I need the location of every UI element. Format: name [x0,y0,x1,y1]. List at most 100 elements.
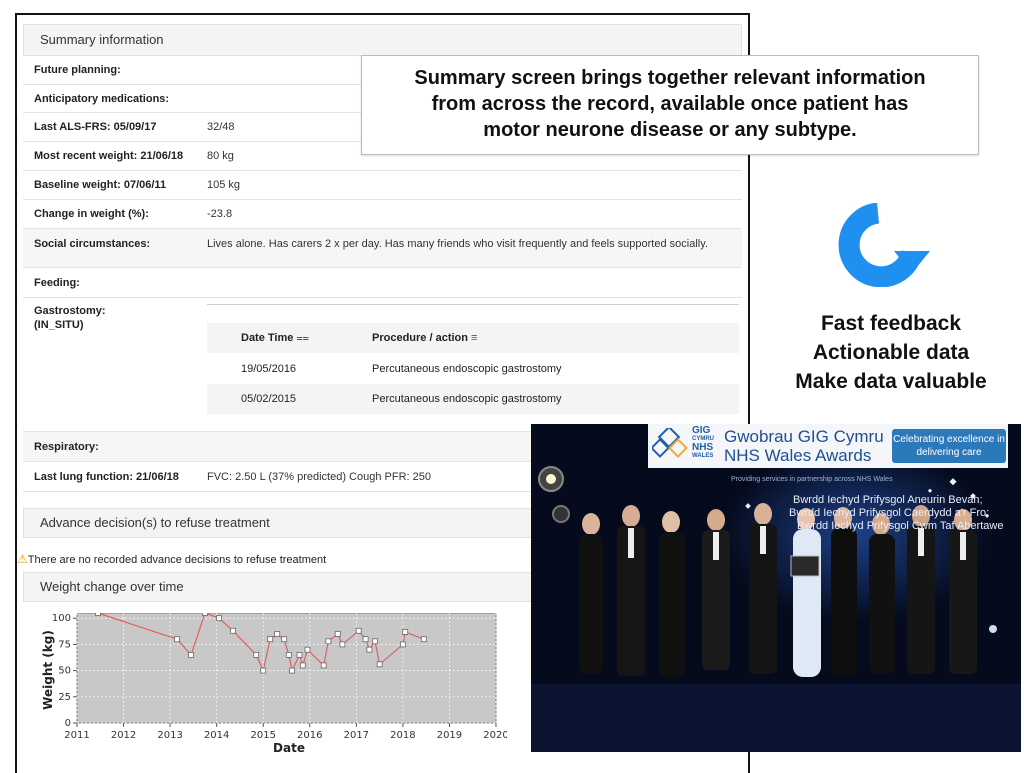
callout-line-2: from across the record, available once p… [431,93,909,115]
row-value: 32/48 [207,121,235,133]
y-axis-ticks: 0 25 50 75 100 [52,613,77,729]
data-point [253,652,260,658]
data-point [289,667,296,674]
data-point [376,661,383,668]
callout-line-1: Summary screen brings together relevant … [414,67,926,89]
row-gastrostomy: Gastrostomy: (IN_SITU) [23,298,742,432]
data-point [202,613,208,616]
warning-icon: ⚠ [17,552,28,566]
row-value: Lives alone. Has carers 2 x per day. Has… [207,238,708,250]
benefits-list: Fast feedback Actionable data Make data … [758,309,1024,396]
x-tick-label: 2015 [250,730,275,741]
row-value: 80 kg [207,150,234,162]
menu-icon[interactable]: ≡ [470,332,478,344]
data-point [274,631,281,637]
row-weight-change: Change in weight (%): -23.8 [23,200,742,229]
data-point [260,667,267,674]
data-point [399,641,406,648]
data-point [230,627,236,634]
benefit-actionable-data: Actionable data [812,341,970,364]
data-point [366,646,373,653]
x-axis-ticks: 2011 2012 2013 2014 2015 2016 2017 2018 2019 2020 [64,723,507,741]
y-tick-label: 50 [58,666,71,677]
y-tick-label: 25 [58,692,71,703]
row-last-lung-function: Last lung function: 21/06/18 FVC: 2.50 L… [23,462,742,492]
x-tick-label: 2014 [204,730,229,741]
data-point [355,627,362,634]
refresh-icon [838,203,930,287]
col-header-procedure[interactable]: Procedure / action ≡ [372,332,478,344]
cell-date: 05/02/2015 [241,393,297,405]
row-label: Change in weight (%): [34,208,149,220]
row-value: FVC: 2.50 L (37% predicted) Cough PFR: 2… [207,471,431,483]
data-point [304,646,311,653]
table-row[interactable]: 19/05/2016 Percutaneous endoscopic gastr… [207,354,739,384]
x-tick-label: 2011 [64,730,89,741]
data-point [339,641,346,648]
y-tick-label: 0 [65,718,71,729]
data-point [216,615,222,622]
weight-chart: 2011 2012 2013 2014 2015 2016 2017 2018 2019 2020… [41,613,507,755]
data-point [188,652,195,658]
row-label: Respiratory: [34,441,99,453]
data-point [281,636,288,643]
row-value: -23.8 [207,208,233,220]
data-point [372,638,378,645]
y-tick-label: 75 [58,639,71,650]
x-tick-label: 2020 [483,730,507,741]
col-header-date-time[interactable]: Date Time ⩵ [241,332,310,344]
data-point [299,662,306,669]
table-row[interactable]: 05/02/2015 Percutaneous endoscopic gastr… [207,384,739,414]
row-social-circumstances: Social circumstances: Lives alone. Has c… [23,229,742,268]
row-label: Last lung function: 21/06/18 [34,471,179,483]
data-point [334,631,341,637]
data-point [296,652,303,658]
data-point [320,662,327,669]
warning-text: There are no recorded advance decisions … [27,554,327,566]
row-label: Baseline weight: 07/06/11 [34,179,167,191]
x-tick-label: 2019 [437,730,462,741]
y-tick-label: 100 [52,613,71,624]
row-baseline-weight: Baseline weight: 07/06/11 105 kg [23,171,742,200]
data-point [402,628,409,635]
row-label: Future planning: [34,64,121,76]
x-tick-label: 2012 [111,730,136,741]
screen-line-3: Bwrdd Iechyd Prifysgol Cwm Taf Abertawe [797,520,1004,532]
table-header-row: Date Time ⩵ Procedure / action ≡ [207,323,739,353]
advance-decisions-title: Advance decision(s) to refuse treatment [40,515,270,530]
row-label: Social circumstances: [34,238,151,250]
data-point [325,638,332,645]
cell-date: 19/05/2016 [241,363,297,375]
data-point [362,636,369,643]
x-tick-label: 2016 [297,730,322,741]
summary-section-header: Summary information [23,24,742,56]
awards-banner: GIG CYMRU NHS WALES Gwobrau GIG Cymru NH… [648,424,1008,468]
chart-grid [76,613,497,724]
x-tick-label: 2018 [390,730,415,741]
data-point [95,613,101,616]
cell-procedure: Percutaneous endoscopic gastrostomy [372,393,562,405]
benefit-make-data-valuable: Make data valuable [795,370,987,393]
row-label: Feeding: [34,277,80,289]
screen-line-1: Bwrdd Iechyd Prifysgol Aneurin Bevan; [793,494,983,506]
row-label: Most recent weight: 21/06/18 [34,150,184,162]
photo-scene [531,424,1021,752]
filter-icon[interactable]: ⩵ [296,332,310,344]
weight-series-line [97,613,425,673]
data-point [285,652,292,658]
callout-line-3: motor neurone disease or any subtype. [483,119,857,141]
plot-area [76,613,497,724]
logo-text: GIG CYMRU NHS WALES [692,425,714,460]
x-tick-label: 2013 [157,730,182,741]
gastrostomy-label-group: Gastrostomy: (IN_SITU) [34,304,106,332]
awards-photo: GIG CYMRU NHS WALES Gwobrau GIG Cymru NH… [531,424,1021,752]
x-axis-label: Date [273,741,305,755]
gastrostomy-label: Gastrostomy: [34,305,106,317]
row-recent-weight: Most recent weight: 21/06/18 80 kg [23,142,742,171]
row-label: Last ALS-FRS: 05/09/17 [34,121,157,133]
advance-decisions-warning: ⚠There are no recorded advance decisions… [17,552,326,566]
providing-text: Providing services in partnership across… [731,476,893,483]
data-point [267,636,274,643]
summary-callout: Summary screen brings together relevant … [361,55,979,155]
weight-series-points [95,613,427,674]
